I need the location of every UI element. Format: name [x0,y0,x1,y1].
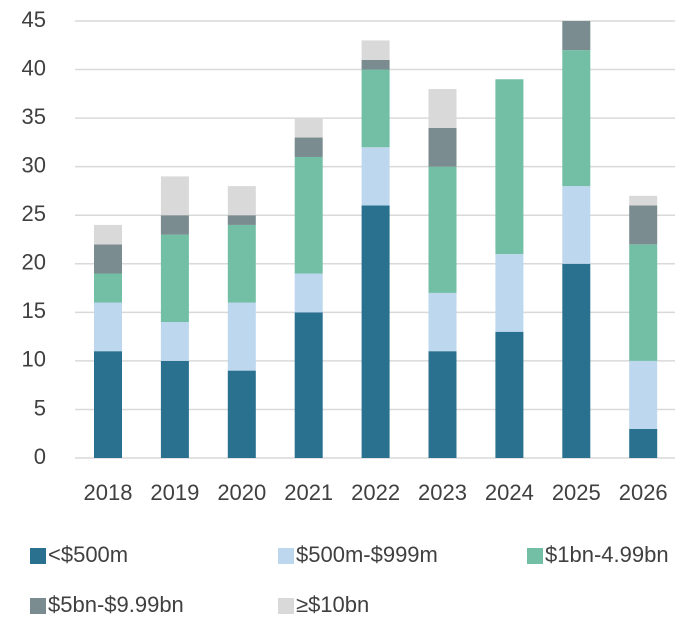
bar-segment [94,302,122,352]
x-tick-label: 2023 [418,480,467,505]
bar-segment [562,50,591,187]
y-tick-label: 5 [34,395,46,420]
bar-segment [428,88,457,128]
bar-segment [227,215,256,225]
bar-segment [562,186,591,264]
legend-label: $500m-$999m [296,542,438,567]
bar-segment [160,360,189,458]
y-tick-label: 15 [22,298,46,323]
bar-segment [562,21,591,51]
bar-segment [294,156,323,274]
y-tick-label: 35 [22,104,46,129]
bar-segment [629,205,658,245]
y-tick-label: 20 [22,250,46,275]
legend-swatch [278,548,294,564]
bar-segment [428,166,457,293]
legend-label: <$500m [48,542,128,567]
y-tick-label: 10 [22,347,46,372]
bar-segment [160,322,189,361]
x-tick-label: 2026 [619,480,668,505]
legend-label: ≥$10bn [296,592,369,617]
bar-segment [361,40,390,60]
bar-segment [495,79,524,255]
bar-segment [94,273,122,303]
bar-segment [361,147,390,206]
y-tick-label: 40 [22,55,46,80]
legend-swatch [30,598,46,614]
x-tick-label: 2021 [284,480,333,505]
bar-segment [294,118,323,138]
bar-segment [361,59,390,70]
bar-segment [294,273,323,313]
bar-segment [495,331,524,458]
bar-segment [361,69,390,148]
bar-segment [160,215,189,235]
bar-segment [428,292,457,352]
y-tick-label: 0 [34,444,46,469]
bar-segment [227,186,256,216]
y-tick-label: 45 [22,7,46,32]
x-tick-label: 2024 [485,480,534,505]
bar-segment [227,224,256,303]
bar-segment [227,302,256,371]
bar-segment [629,428,658,458]
x-tick-label: 2022 [351,480,400,505]
legend-label: $5bn-$9.99bn [48,592,184,617]
bar-segment [160,176,189,216]
bar-segment [428,351,457,458]
legend-label: $1bn-4.99bn [545,542,669,567]
bar-segment [361,205,390,458]
bar-segment [629,360,658,429]
x-tick-label: 2020 [217,480,266,505]
bar-segment [160,234,189,323]
bar-segment [562,263,591,458]
x-tick-label: 2018 [84,480,133,505]
legend-swatch [30,548,46,564]
x-tick-label: 2019 [150,480,199,505]
bar-segment [629,244,658,361]
bar-segment [94,351,122,458]
bar-segment [294,137,323,157]
x-tick-label: 2025 [552,480,601,505]
bar-segment [629,195,658,206]
y-tick-label: 30 [22,152,46,177]
legend-swatch [278,598,294,614]
bar-segment [495,254,524,332]
bar-segment [294,312,323,458]
bar-segment [428,127,457,167]
bar-segment [94,244,122,274]
bar-segment [227,370,256,458]
legend-swatch [527,548,543,564]
y-tick-label: 25 [22,201,46,226]
bar-segment [94,224,122,245]
